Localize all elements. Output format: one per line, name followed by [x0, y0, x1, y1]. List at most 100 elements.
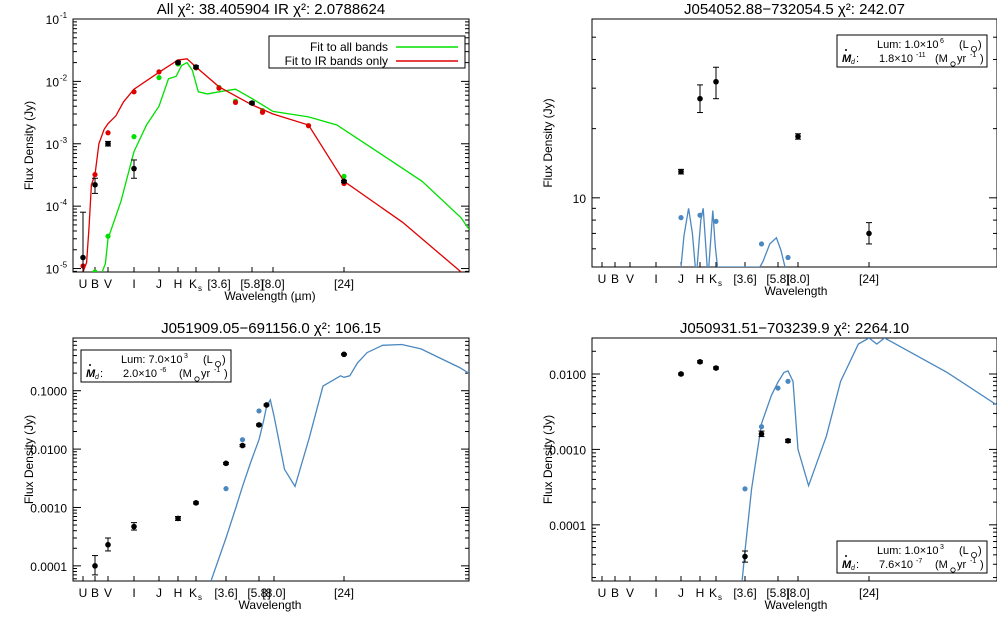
- x-axis-label: Wavelength: [765, 598, 828, 612]
- model-point: [131, 134, 137, 140]
- x-tick-label: [8.0]: [786, 272, 809, 286]
- mdot-dot-icon: [89, 364, 91, 366]
- x-tick-label: [5.8]: [766, 586, 789, 600]
- model-point: [223, 486, 229, 492]
- x-tick-label: B: [91, 586, 99, 600]
- mdot-subscript: d: [851, 565, 856, 572]
- x-tick-label: s: [718, 593, 722, 602]
- x-tick-label: H: [174, 277, 183, 291]
- model-point: [105, 233, 111, 239]
- model-point: [131, 89, 137, 95]
- x-tick-label: [24]: [334, 277, 354, 291]
- x-tick-label: U: [79, 277, 88, 291]
- luminosity-box: Lum: 7.0×10 3 (L) M d: 2.0×10 -6 (M yr -1): [80, 349, 232, 383]
- observed-point: [713, 365, 719, 371]
- plot-area: [80, 58, 469, 272]
- model-point: [785, 254, 791, 261]
- observed-point: [263, 402, 270, 408]
- model-point: [256, 408, 262, 414]
- observed-point: [223, 460, 229, 467]
- mdot-colon: :: [856, 559, 859, 571]
- luminosity-box: Lum: 1.0×10 6 (L) M d: 1.8×10 -11 (M yr -1): [836, 34, 988, 68]
- lum-unit: (L: [203, 354, 213, 366]
- observed-point: [131, 523, 137, 530]
- y-tick-label: -3: [60, 136, 68, 145]
- chart-panel-1: All χ²: 38.405904 IR χ²: 2.0788624 Flux D…: [22, 1, 470, 303]
- model-point: [105, 130, 111, 136]
- y-tick-label: 10: [46, 138, 60, 152]
- x-axis-label: Wavelength: [765, 284, 828, 298]
- sun-icon: [214, 360, 221, 367]
- observed-point: [92, 181, 98, 188]
- x-tick-label: I: [654, 272, 657, 286]
- observed-point: [785, 438, 791, 444]
- y-tick-label: 0.0100: [549, 368, 586, 382]
- plot-frame: [591, 18, 997, 268]
- sun-icon: [971, 552, 978, 559]
- lum-text: Lum: 1.0×10: [877, 39, 938, 51]
- model-point: [758, 424, 765, 430]
- x-tick-label: [3.6]: [733, 586, 756, 600]
- x-tick-label: [3.6]: [214, 586, 237, 600]
- y-tick-label: 10: [573, 192, 587, 206]
- chart-panel-2: J054052.88−732054.5 χ²: 242.07 Flux Densi…: [541, 1, 997, 298]
- lum-exponent: 6: [940, 38, 944, 45]
- observed-point: [758, 431, 765, 437]
- mdot-unit: (M: [935, 53, 948, 65]
- x-tick-label: V: [104, 277, 112, 291]
- observed-point: [131, 165, 137, 172]
- model-point: [239, 437, 246, 443]
- model-point: [713, 218, 719, 224]
- lum-unit: (L: [959, 39, 969, 51]
- x-tick-label: J: [156, 586, 162, 600]
- x-tick-label: K: [189, 586, 197, 600]
- x-tick-label: I: [132, 277, 135, 291]
- x-tick-label: [5.8]: [766, 272, 789, 286]
- observed-point: [341, 351, 347, 358]
- x-tick-label: K: [709, 586, 717, 600]
- x-tick-label: K: [709, 272, 717, 286]
- model-line-2: [82, 58, 462, 272]
- x-tick-label: [8.0]: [786, 586, 809, 600]
- model-point: [156, 74, 162, 81]
- plot-frame: [72, 337, 470, 582]
- mdot-colon: :: [100, 368, 103, 380]
- plot-area: [678, 338, 997, 581]
- x-tick-label: [24]: [334, 586, 354, 600]
- y-tick-label: 10: [46, 75, 60, 89]
- x-tick-label: V: [104, 586, 112, 600]
- sun-icon: [971, 46, 978, 53]
- x-tick-label: s: [198, 284, 202, 293]
- mdot-unit: yr: [957, 559, 967, 571]
- model-point: [742, 486, 748, 492]
- y-tick-label: -2: [60, 73, 68, 82]
- legend-box: [268, 35, 466, 69]
- mdot-dot-icon: [845, 49, 847, 51]
- luminosity-box: Lum: 1.0×10 3 (L) M d: 7.6×10 -7 (M yr -1): [836, 540, 988, 574]
- chart-title: All χ²: 38.405904 IR χ²: 2.0788624: [157, 1, 385, 18]
- y-axis-label: Flux Density (Jy): [541, 98, 555, 187]
- model-point: [92, 269, 98, 272]
- observed-point: [795, 133, 801, 140]
- mdot-unit: (M: [935, 559, 948, 571]
- mdot-unit: (M: [179, 368, 192, 380]
- x-tick-label: U: [598, 272, 607, 286]
- model-point: [259, 109, 266, 115]
- plot-frame: [72, 18, 470, 273]
- observed-point: [866, 230, 872, 237]
- observed-point: [239, 442, 246, 449]
- model-line-1: [101, 61, 469, 272]
- observed-point: [697, 359, 703, 365]
- legend-label: Fit to IR bands only: [285, 54, 388, 68]
- luminosity-box-frame: [836, 540, 988, 574]
- chart-title: J051909.05−691156.0 χ²: 106.15: [161, 320, 381, 337]
- mdot-value: 7.6×10: [879, 559, 913, 571]
- lum-unit: ): [222, 354, 226, 366]
- lum-exponent: 3: [940, 544, 944, 551]
- mdot-value: 2.0×10: [123, 368, 157, 380]
- mdot-unit: ): [980, 53, 984, 65]
- mdot-exponent: -7: [916, 558, 922, 565]
- model-point: [758, 241, 765, 247]
- y-axis-label: Flux Density (Jy): [22, 415, 36, 504]
- y-tick-label: 10: [46, 263, 60, 277]
